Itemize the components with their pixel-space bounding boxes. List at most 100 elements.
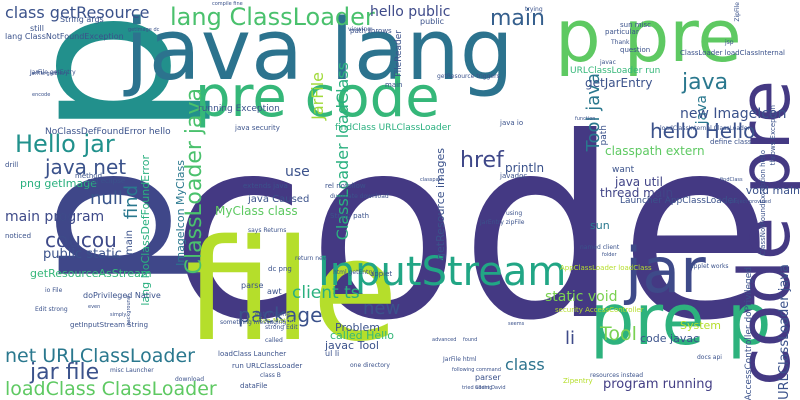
- cloud-word: JarFile: [308, 72, 327, 120]
- cloud-word: java net: [45, 155, 127, 179]
- cloud-word: null: [90, 188, 123, 209]
- cloud-word: java lang: [125, 1, 514, 100]
- cloud-word: findClass URLClassLoader: [335, 123, 451, 133]
- cloud-word: folder: [602, 252, 617, 258]
- cloud-word: main: [385, 81, 403, 89]
- cloud-word: ImageIcon MyClass: [174, 160, 187, 266]
- cloud-word: FileReader: [394, 30, 404, 77]
- cloud-word: using: [506, 210, 523, 217]
- cloud-word: advanced: [432, 337, 457, 343]
- cloud-word: one directory: [350, 362, 390, 369]
- cloud-word: javadoc: [500, 172, 528, 180]
- cloud-word: background: [126, 296, 132, 326]
- cloud-word: lang ClassLoader: [170, 3, 375, 31]
- cloud-word: function: [575, 116, 596, 122]
- cloud-word: ClassLoader loadClassInternal: [680, 49, 785, 57]
- cloud-word: applet works: [690, 263, 729, 270]
- cloud-word: URLClassLoader run: [570, 66, 661, 76]
- cloud-word: called Hello: [330, 329, 395, 342]
- cloud-word: file: [185, 210, 399, 373]
- cloud-word: java io: [500, 119, 524, 127]
- cloud-word: Launcher AppClassLoader: [620, 196, 737, 206]
- cloud-word: Zipentry: [563, 377, 593, 385]
- cloud-word: Problem: [335, 321, 380, 334]
- cloud-word: awt: [267, 287, 282, 296]
- cloud-word: use: [285, 164, 310, 180]
- cloud-word: jar: [625, 234, 706, 307]
- cloud-word: hello Hello: [650, 119, 756, 143]
- cloud-word: html getEntry: [333, 269, 375, 276]
- cloud-word: main: [490, 6, 545, 31]
- cloud-word: docs api: [697, 354, 722, 361]
- cloud-word: new ImageIcon: [680, 106, 787, 122]
- cloud-word: jsp: [725, 39, 734, 46]
- cloud-word: Tool: [600, 323, 637, 345]
- cloud-word: drill: [5, 161, 19, 169]
- cloud-word: resources instead: [590, 372, 644, 379]
- cloud-word: JarFile html: [443, 356, 477, 363]
- cloud-word: void main: [745, 184, 800, 197]
- cloud-word: dc png: [268, 265, 292, 273]
- cloud-word: InputStream: [318, 249, 567, 295]
- cloud-word: package: [238, 303, 323, 327]
- cloud-word: Hello jar: [15, 130, 115, 158]
- cloud-word: class: [505, 355, 545, 374]
- cloud-word: public: [420, 17, 445, 26]
- cloud-word: still: [30, 24, 44, 33]
- cloud-word: duplicate download: [330, 193, 389, 200]
- cloud-word: thread main: [600, 186, 674, 200]
- cloud-word: Native Method: [248, 317, 300, 325]
- cloud-word: javac Tool: [325, 339, 379, 352]
- cloud-word: URLClassLoader java: [777, 264, 792, 400]
- cloud-word: png getImage: [20, 177, 97, 190]
- cloud-word: extends java: [243, 182, 288, 190]
- cloud-word: parse: [241, 281, 264, 290]
- cloud-word: rel nofollow: [325, 182, 366, 190]
- cloud-word: security AccessController: [555, 306, 644, 314]
- cloud-word: question: [620, 46, 651, 54]
- cloud-word: code: [170, 84, 773, 375]
- cloud-word: code javac: [640, 332, 700, 345]
- cloud-word: getResource images: [434, 148, 447, 260]
- cloud-word: java Caused: [248, 194, 310, 205]
- cloud-word: lang NoClassDefFoundError: [139, 155, 152, 306]
- cloud-word: strong Edit: [265, 324, 298, 331]
- cloud-word: jar file: [30, 360, 100, 385]
- cloud-word: coucou: [45, 228, 117, 252]
- cloud-word: Client David: [475, 385, 506, 391]
- cloud-word: parser: [475, 373, 501, 382]
- cloud-word: trying: [525, 6, 543, 13]
- cloud-word: called: [265, 337, 283, 344]
- cloud-word: main program: [5, 209, 105, 225]
- cloud-word: named client: [580, 244, 620, 251]
- cloud-word: client ts: [292, 283, 360, 303]
- cloud-word: download: [175, 376, 205, 383]
- cloud-word: io File: [45, 287, 63, 294]
- cloud-word: href: [460, 148, 504, 173]
- cloud-word: misc Launcher: [110, 367, 154, 374]
- cloud-word: java util: [615, 175, 663, 189]
- cloud-word: doPrivileged Native: [83, 291, 161, 300]
- cloud-word: path: [599, 125, 609, 146]
- cloud-word: return new: [295, 255, 328, 262]
- cloud-word: applet: [370, 270, 393, 278]
- cloud-word: getInputStream String: [70, 321, 149, 329]
- cloud-word: running Exception: [198, 104, 280, 114]
- cloud-word: String path: [330, 212, 370, 220]
- cloud-word: method: [75, 172, 103, 180]
- cloud-word: classpath: [420, 177, 444, 183]
- cloud-word: main: [124, 230, 135, 255]
- cloud-word: seems: [508, 321, 525, 327]
- cloud-word: entry name: [255, 311, 290, 318]
- cloud-word: java: [682, 70, 729, 95]
- cloud-word: getImage dc: [128, 27, 160, 33]
- cloud-word: path throws: [350, 27, 392, 35]
- cloud-word: noticed: [5, 232, 32, 240]
- cloud-word: want: [612, 165, 635, 175]
- cloud-word: loadClass ClassLoader: [5, 378, 217, 400]
- cloud-word: pre code: [195, 65, 440, 130]
- cloud-word: throws Exception: [769, 105, 777, 166]
- cloud-word: findClass: [720, 177, 743, 183]
- cloud-word: dataFile: [240, 382, 268, 390]
- cloud-word: getResource triggers: [437, 73, 500, 80]
